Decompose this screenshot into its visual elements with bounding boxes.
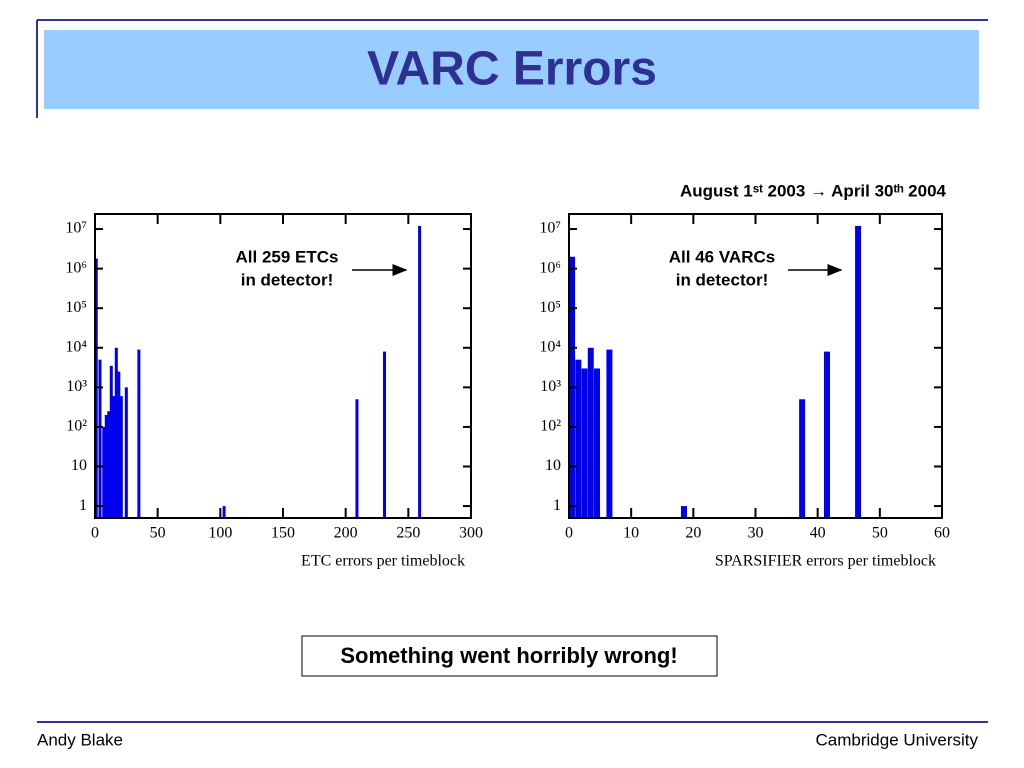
bar — [823, 351, 830, 518]
bar — [109, 365, 113, 518]
bar — [681, 506, 688, 518]
y-tick-label: 10⁴ — [539, 338, 561, 355]
x-tick-label: 60 — [934, 525, 950, 542]
y-tick-label: 10 — [71, 457, 87, 474]
footer-right: Cambridge University — [816, 730, 979, 749]
x-tick-label: 200 — [334, 525, 358, 542]
bar — [799, 399, 806, 518]
bar — [587, 347, 594, 518]
bar — [104, 415, 108, 518]
y-tick-label: 10⁷ — [65, 220, 87, 237]
bar — [222, 506, 226, 518]
y-tick-label: 10⁵ — [539, 299, 561, 316]
bar — [124, 387, 128, 518]
slide-title: VARC Errors — [367, 43, 657, 96]
x-tick-label: 300 — [459, 525, 483, 542]
bar — [418, 225, 422, 518]
x-axis-label: SPARSIFIER errors per timeblock — [715, 553, 936, 570]
callout-box — [301, 635, 718, 677]
bar — [855, 225, 862, 518]
annotation: All 46 VARCs — [669, 247, 775, 266]
bar — [593, 368, 600, 518]
x-axis-label: ETC errors per timeblock — [301, 553, 465, 570]
y-tick-label: 10³ — [540, 378, 561, 395]
title-band — [44, 30, 979, 109]
bar — [355, 399, 359, 518]
y-tick-label: 10⁶ — [539, 259, 561, 276]
y-tick-label: 10⁴ — [65, 338, 87, 355]
x-tick-label: 0 — [91, 525, 99, 542]
x-tick-label: 20 — [685, 525, 701, 542]
bar — [575, 359, 582, 518]
x-tick-label: 10 — [623, 525, 639, 542]
y-tick-label: 10 — [545, 457, 561, 474]
annotation: in detector! — [676, 270, 769, 289]
x-tick-label: 40 — [810, 525, 826, 542]
bar — [119, 396, 123, 518]
annotation: All 259 ETCs — [236, 247, 339, 266]
y-tick-label: 10⁶ — [65, 259, 87, 276]
x-tick-label: 100 — [208, 525, 232, 542]
bar — [107, 411, 111, 518]
y-tick-label: 1 — [79, 497, 87, 514]
bar — [114, 347, 118, 518]
bar — [137, 349, 141, 518]
bar — [98, 359, 102, 518]
annotation: in detector! — [241, 270, 334, 289]
y-tick-label: 10² — [540, 418, 561, 435]
bar — [581, 368, 588, 518]
x-tick-label: 250 — [396, 525, 420, 542]
x-tick-label: 0 — [565, 525, 573, 542]
y-tick-label: 10⁷ — [539, 220, 561, 237]
y-tick-label: 10³ — [66, 378, 87, 395]
bar — [117, 371, 121, 518]
x-tick-label: 50 — [872, 525, 888, 542]
date-range: August 1ˢᵗ 2003 → April 30ᵗʰ 2004 — [680, 181, 947, 200]
bar — [102, 426, 106, 518]
footer-left: Andy Blake — [37, 730, 123, 749]
y-tick-label: 10⁵ — [65, 299, 87, 316]
callout: Something went horribly wrong! — [340, 643, 677, 668]
bar — [383, 351, 387, 518]
x-tick-label: 150 — [271, 525, 295, 542]
x-tick-label: 50 — [150, 525, 166, 542]
y-tick-label: 1 — [553, 497, 561, 514]
bar — [112, 396, 116, 518]
x-tick-label: 30 — [748, 525, 764, 542]
y-tick-label: 10² — [66, 418, 87, 435]
bar — [606, 349, 613, 518]
